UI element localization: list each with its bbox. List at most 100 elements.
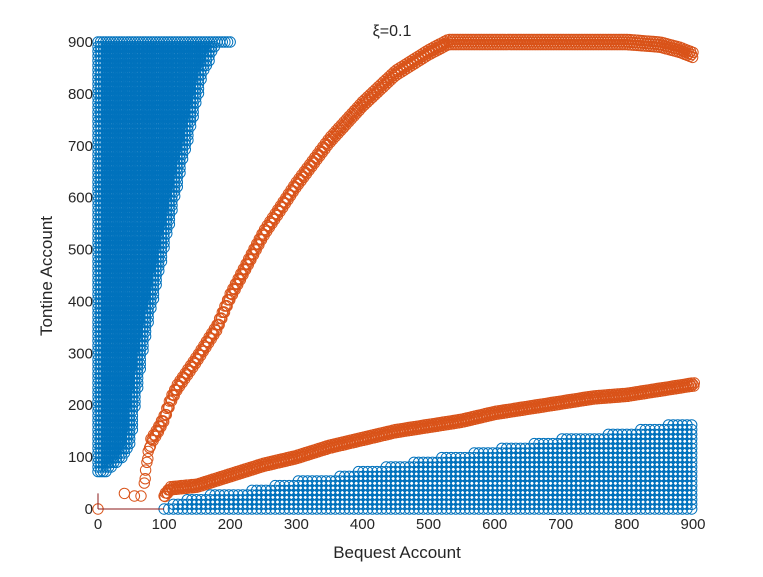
blue-point [621, 428, 633, 440]
blue-point [221, 36, 234, 48]
blue-point [292, 475, 304, 487]
orange-point [187, 355, 199, 368]
orange-point [213, 319, 225, 331]
y-tick-label: 600 [68, 190, 93, 207]
blue-point [126, 419, 139, 431]
blue-point [126, 423, 139, 436]
blue-point [686, 470, 698, 482]
blue-point [686, 465, 698, 478]
blue-point [192, 87, 205, 100]
x-tick-label: 300 [284, 516, 309, 533]
orange-point [210, 325, 223, 337]
blue-point [468, 447, 480, 459]
blue-point [182, 134, 194, 146]
y-tick-label: 800 [68, 86, 93, 103]
blue-point [137, 344, 149, 356]
y-tick-label: 100 [68, 449, 93, 466]
orange-point [118, 487, 131, 500]
orange-point [141, 456, 153, 468]
points-layer [92, 33, 700, 515]
blue-point [686, 489, 698, 501]
blue-point [158, 241, 170, 254]
x-tick-label: 900 [680, 516, 705, 533]
x-tick-label: 400 [350, 516, 375, 533]
blue-point [174, 167, 186, 179]
blue-point [686, 447, 698, 459]
blue-point [686, 419, 698, 431]
blue-point [385, 461, 397, 473]
orange-point [128, 490, 141, 502]
blue-point [186, 494, 198, 506]
x-tick-label: 800 [614, 516, 639, 533]
blue-point [315, 475, 328, 487]
blue-point [219, 36, 231, 48]
blue-point [132, 377, 144, 389]
blue-point [139, 330, 152, 342]
blue-point [134, 363, 147, 375]
y-tick-label: 900 [68, 34, 93, 51]
blue-point [126, 414, 139, 426]
blue-point [686, 428, 698, 440]
blue-point [320, 475, 332, 487]
orange-point [171, 378, 184, 391]
x-tick-label: 700 [548, 516, 573, 533]
blue-point [325, 475, 337, 487]
blue-point [389, 461, 402, 473]
blue-point [306, 475, 318, 487]
blue-point [686, 494, 698, 506]
blue-point [216, 36, 229, 48]
blue-point [171, 181, 184, 193]
orange-point [168, 390, 180, 402]
orange-point [157, 415, 169, 427]
blue-point [301, 475, 314, 487]
y-tick-label: 200 [68, 397, 93, 414]
blue-point [166, 204, 178, 216]
y-tick-label: 700 [68, 138, 93, 155]
x-axis-label: Bequest Account [333, 543, 461, 562]
orange-point [135, 490, 147, 502]
orange-point [218, 306, 231, 318]
orange-point [139, 464, 152, 476]
origin-line [97, 493, 165, 510]
blue-point [686, 433, 698, 445]
orange-point [165, 395, 178, 407]
blue-point [686, 461, 698, 473]
x-tick-label: 0 [94, 516, 102, 533]
blue-point [686, 503, 698, 515]
orange-point [143, 442, 156, 454]
blue-point [129, 395, 141, 408]
blue-point [686, 451, 698, 464]
blue-point [686, 484, 698, 496]
orange-point [174, 375, 186, 387]
y-tick-label: 400 [68, 293, 93, 310]
blue-point [686, 475, 698, 487]
blue-point [625, 428, 638, 440]
orange-point [216, 312, 228, 325]
orange-point [144, 440, 157, 452]
y-tick-label: 0 [85, 501, 93, 518]
blue-point [487, 447, 499, 459]
blue-point [686, 479, 698, 492]
blue-point [473, 447, 485, 459]
blue-point [187, 111, 199, 123]
blue-point [686, 437, 698, 450]
orange-point [182, 363, 194, 375]
blue-point [155, 255, 168, 268]
orange-point [184, 359, 197, 372]
orange-point [138, 477, 151, 489]
orange-point [190, 352, 202, 364]
orange-point [139, 473, 151, 485]
blue-point [686, 498, 698, 510]
orange-point [221, 300, 233, 312]
orange-point [215, 312, 227, 324]
blue-point [132, 381, 144, 394]
blue-point [602, 428, 615, 440]
blue-point [190, 494, 203, 506]
blue-point [616, 428, 628, 440]
orange-point [165, 394, 177, 406]
blue-point [686, 442, 698, 454]
blue-point [129, 400, 141, 412]
y-axis-label: Tontine Account [37, 216, 56, 336]
